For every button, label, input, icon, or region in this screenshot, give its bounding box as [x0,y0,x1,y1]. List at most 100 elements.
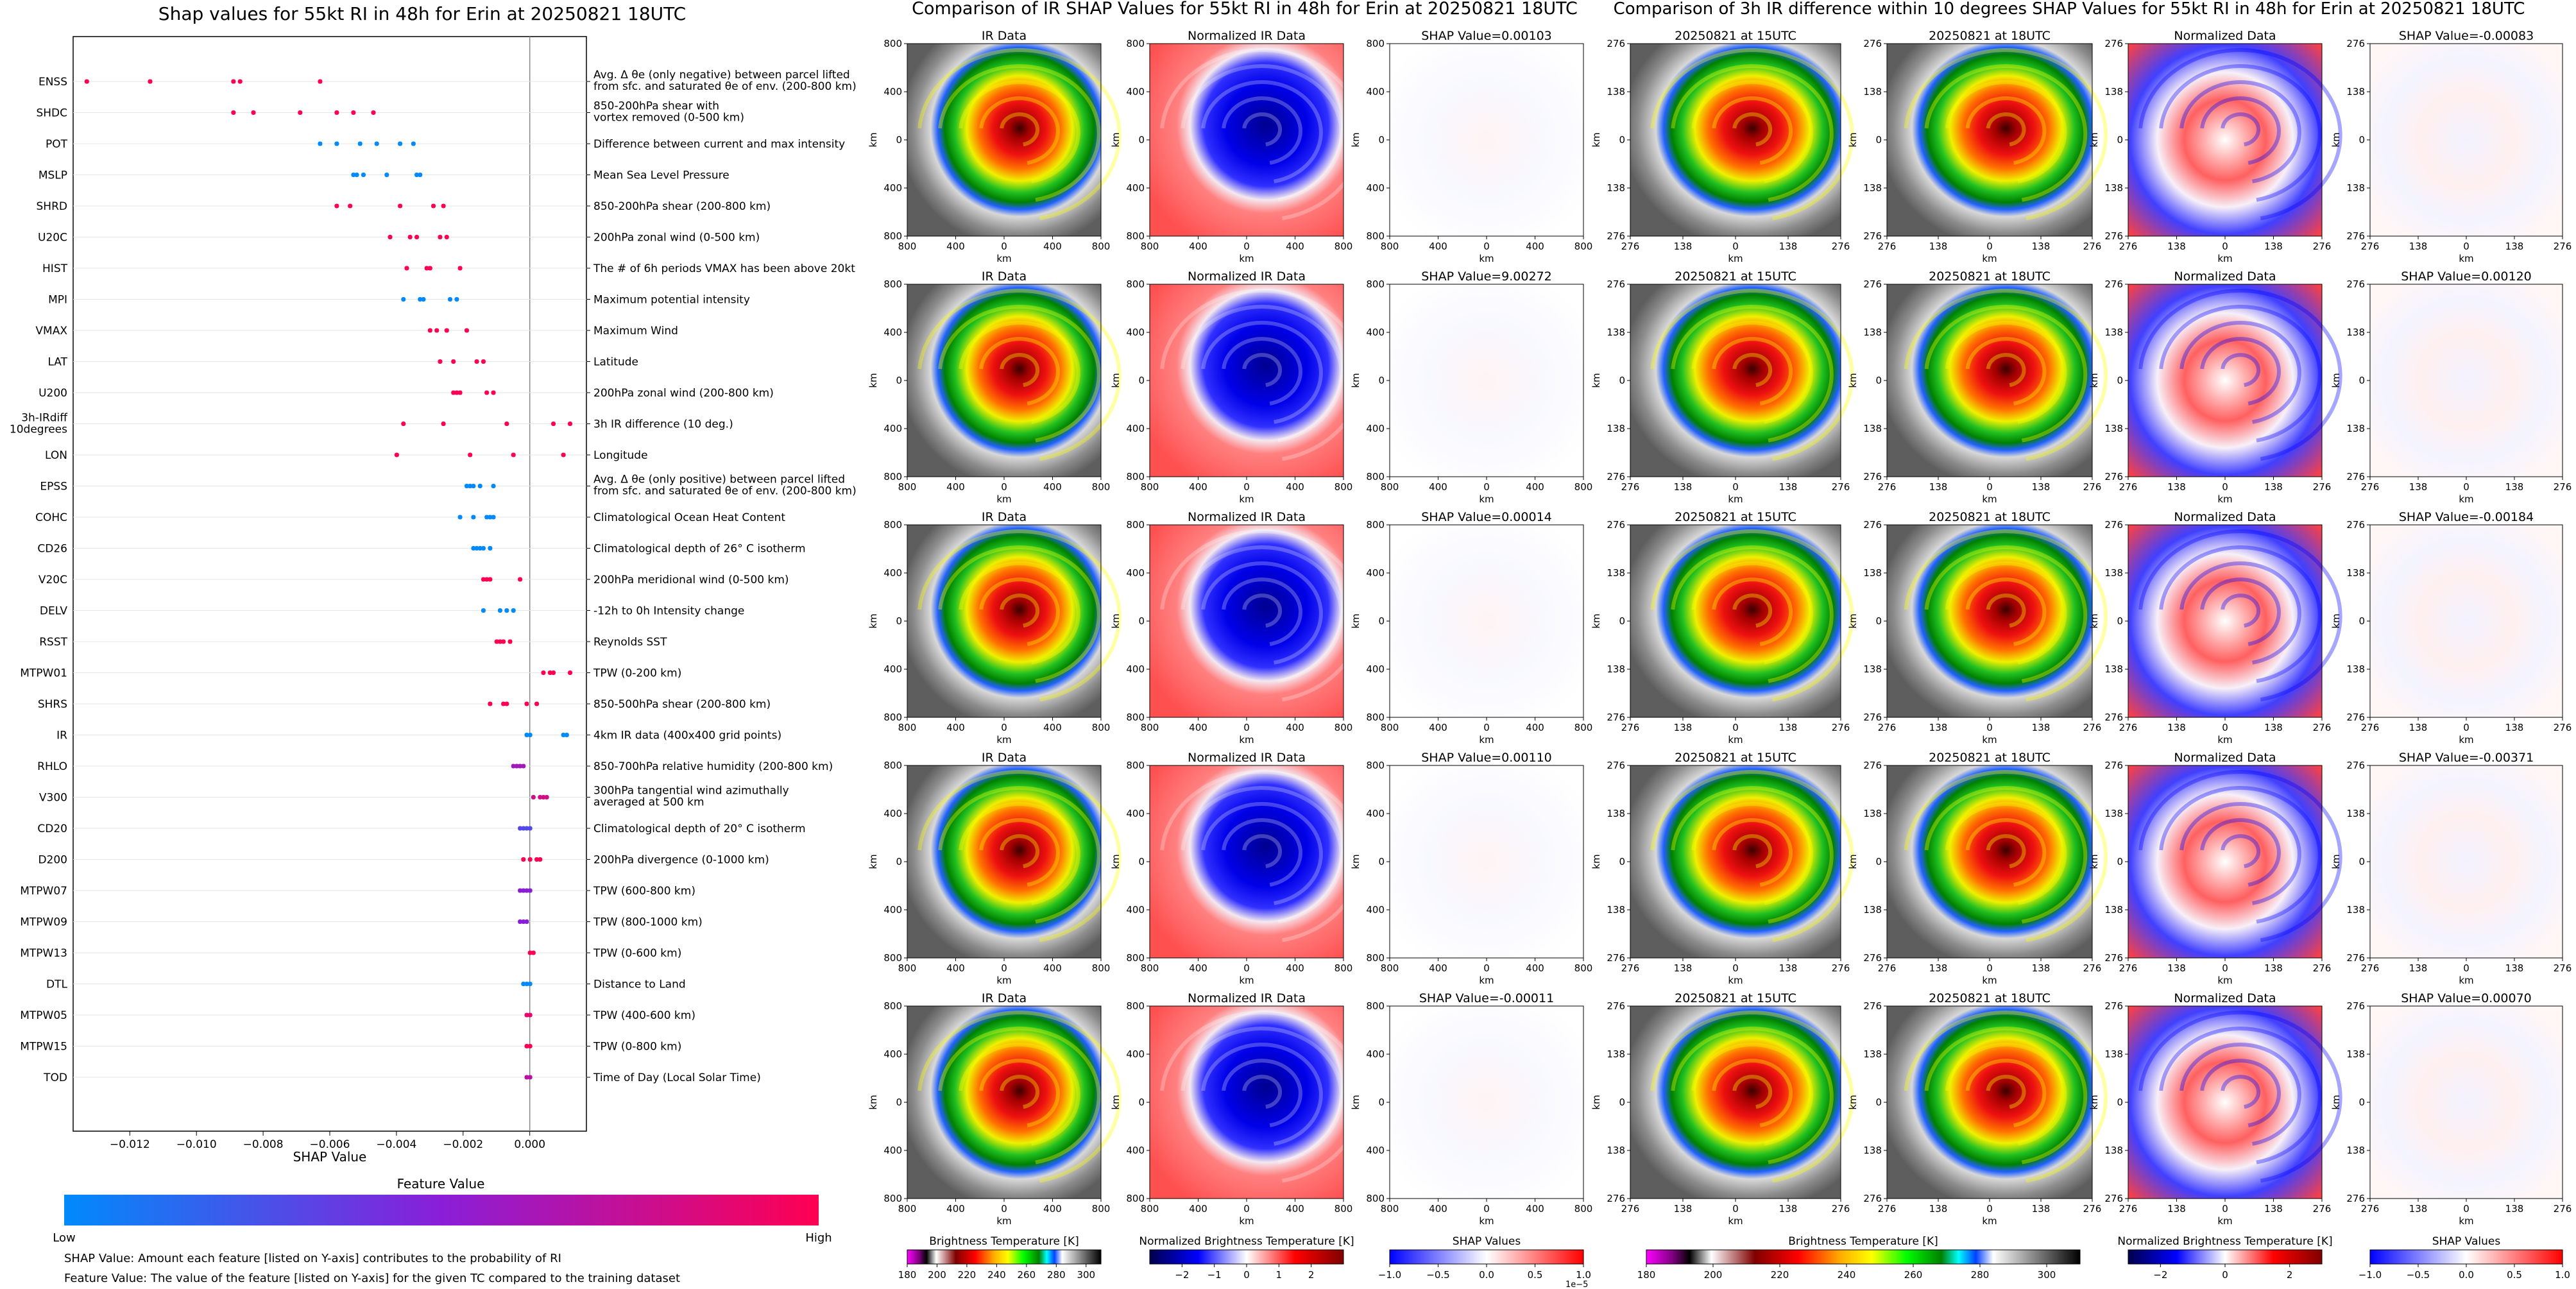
y-tick-label: 138 [2346,808,2365,819]
x-tick-label: 0 [1732,241,1739,252]
y-tick-label: 276 [1863,519,1882,531]
x-tick-label: 0 [2222,722,2228,733]
feature-description: The # of 6h periods VMAX has been above … [593,262,855,275]
y-tick-label: 0 [1378,134,1385,146]
feature-name: COHC [35,511,67,524]
y-tick-label: 276 [1863,952,1882,964]
x-tick-label: 276 [2554,241,2572,252]
image-shap [1390,284,1583,477]
feature-name: V20C [38,574,67,586]
y-tick-label: 138 [2104,904,2123,916]
shap-point [407,235,413,239]
x-tick-label: 400 [1286,1203,1304,1215]
subplot-title: IR Data [982,510,1027,524]
feature-descriptions: Avg. Δ θe (only negative) between parcel… [586,69,857,1084]
colorbar-tick-label: 1.0 [1576,1269,1591,1281]
y-tick-label: 0 [2117,375,2123,386]
y-tick-label: 800 [883,1193,902,1204]
y-tick-label: 400 [1366,1048,1385,1060]
x-tick-label: 800 [1092,241,1111,252]
y-tick-label: 0 [2358,375,2365,386]
image-subplot: 20250821 at 15UTC27627613813800138138276… [1591,29,1854,264]
spiral-band [1924,305,2088,443]
x-tick-label: 0 [1483,481,1490,493]
feature-description: Maximum Wind [593,325,678,337]
y-tick-label: 0 [1619,1097,1625,1108]
x-tick-label: 400 [946,1203,965,1215]
shap-point [298,110,303,115]
subplot-title: Normalized IR Data [1188,991,1306,1005]
x-tick-label: 0 [1732,1203,1739,1215]
spiral-band [1000,593,1040,628]
colorbar-strip [2369,1249,2563,1265]
shap-point [527,982,533,986]
x-tick-label: 400 [1286,481,1304,493]
ir-shap-comparison-panel: Comparison of IR SHAP Values for 55kt RI… [867,0,1592,1289]
y-tick-label: 276 [2346,278,2365,290]
feature-name: DELV [40,605,67,618]
x-axis-label: km [2459,493,2473,505]
shap-point [424,266,429,271]
shap-point [541,795,546,799]
shap-point [348,203,353,209]
x-tick-label: 800 [898,1203,917,1215]
shap-point [491,390,496,395]
spiral-band [1732,353,1773,388]
spiral-band [1945,1043,2067,1146]
x-tick-label: 0 [1732,722,1739,733]
feature-name: V300 [39,792,67,805]
shap-point [527,1012,533,1018]
shap-point [448,297,453,302]
spiral-band [938,786,1101,924]
x-tick-label: 138 [1929,722,1948,733]
shap-point [474,359,479,364]
x-tick-label: 800 [1381,481,1399,493]
x-tick-label: 276 [1878,962,1897,974]
feature-description: 200hPa divergence (0-1000 km) [593,854,769,867]
shap-point [521,919,526,924]
x-tick-label: 800 [1335,241,1353,252]
y-tick-label: 800 [883,712,902,723]
y-tick-label: 138 [2104,663,2123,675]
y-tick-label: 138 [1607,423,1625,434]
x-tick-label: 276 [2119,241,2138,252]
y-tick-label: 0 [2358,134,2365,146]
x-tick-label: 800 [898,481,917,493]
shap-point [474,546,479,551]
y-tick-label: 800 [1126,230,1145,242]
colorbar-tick-label: 180 [898,1269,917,1281]
y-tick-label: 400 [1366,567,1385,579]
colorbar-label: Brightness Temperature [K] [1788,1235,1938,1248]
feature-value-colorbar-title: Feature Value [397,1176,485,1191]
spiral-band [1160,770,1364,943]
spiral-band [1181,64,1343,202]
x-tick-label: 800 [1381,962,1399,974]
spiral-band [938,545,1101,683]
y-tick-label: 276 [1607,230,1625,242]
spiral-band [2159,786,2322,924]
y-tick-label: 138 [2346,327,2365,338]
subplot-title: IR Data [982,269,1027,284]
x-tick-label: 276 [1621,1203,1640,1215]
x-tick-label: 400 [1189,722,1207,733]
shap-point [527,826,533,831]
x-tick-label: 400 [1286,241,1304,252]
shap-point [361,173,366,177]
x-axis-label: km [1479,253,1494,264]
x-tick-label: 400 [1189,962,1207,974]
image-ir [1887,44,2092,236]
x-tick-label: 276 [2119,962,2138,974]
x-tick-label: 276 [1832,1203,1850,1215]
y-tick-label: 276 [2104,519,2123,531]
spiral-band [1691,561,1813,665]
spiral-band [1671,64,1834,202]
image-subplot: Normalized IR Data8008004004000040040080… [1110,751,1364,986]
y-tick-label: 138 [1863,1048,1882,1060]
shap-point [471,546,476,551]
shap-point [318,141,323,146]
feature-name: LON [45,449,67,462]
y-tick-label: 800 [1366,1000,1385,1012]
colorbar-tick-label: −0.5 [1426,1269,1449,1281]
x-tick-label: 138 [2409,481,2428,493]
x-axis-label: km [1239,1215,1254,1227]
